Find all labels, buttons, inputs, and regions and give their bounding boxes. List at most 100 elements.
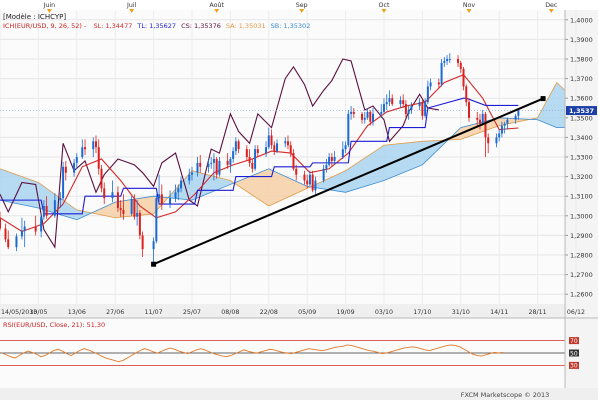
candle-body bbox=[210, 162, 213, 164]
candle-body bbox=[265, 147, 268, 154]
candle-body bbox=[15, 236, 18, 248]
candle-body bbox=[188, 174, 191, 181]
date-tick-label: 27/06 bbox=[106, 309, 124, 316]
month-marker bbox=[299, 9, 305, 13]
candle-body bbox=[229, 158, 232, 165]
candle-body bbox=[333, 157, 336, 161]
footer-text: FXCM Marketscope © 2013 bbox=[461, 391, 550, 399]
trendline-end-handle bbox=[540, 96, 546, 102]
candle-body bbox=[136, 212, 139, 217]
month-marker bbox=[214, 9, 220, 13]
candle-body bbox=[42, 206, 45, 217]
candle-body bbox=[0, 218, 1, 229]
cloud-segment bbox=[383, 141, 423, 181]
candle-body bbox=[487, 137, 490, 144]
candle-body bbox=[45, 206, 48, 216]
month-axis: Juin Juil Août Sep Oct Nov Dec bbox=[43, 1, 558, 13]
candle-body bbox=[276, 143, 279, 152]
trendline[interactable] bbox=[151, 96, 546, 267]
candle-body bbox=[245, 149, 248, 157]
date-tick-label: 14/11 bbox=[490, 309, 508, 316]
candles bbox=[0, 53, 520, 263]
candle-body bbox=[311, 174, 314, 191]
candle-body bbox=[34, 226, 37, 232]
rsi-line bbox=[1, 344, 504, 363]
candle-body bbox=[424, 102, 427, 116]
indicator-legend-title: ICH(EUR/USD, 9, 26, 52) - bbox=[3, 22, 87, 30]
candle-body bbox=[495, 137, 498, 144]
date-tick-label: 11/07 bbox=[145, 309, 163, 316]
date-tick-label: 25/07 bbox=[183, 309, 201, 316]
candle-body bbox=[190, 172, 193, 175]
month-label: Août bbox=[209, 1, 224, 9]
rsi-level-badge bbox=[569, 349, 579, 357]
candle-body bbox=[256, 149, 259, 154]
candle-body bbox=[284, 141, 287, 144]
rsi-panel: 70 50 30 bbox=[0, 337, 579, 370]
candle-body bbox=[478, 119, 481, 124]
price-tick-label: 1,2800 bbox=[570, 252, 593, 260]
price-tick-label: 1,4000 bbox=[570, 16, 593, 24]
candle-body bbox=[23, 226, 26, 231]
candle-body bbox=[116, 192, 119, 208]
date-axis-area bbox=[0, 304, 565, 318]
candle-body bbox=[380, 111, 383, 114]
candle-body bbox=[385, 102, 388, 105]
candle-body bbox=[232, 151, 235, 159]
indicator-value-label: SA: 1,35031 bbox=[226, 22, 266, 30]
date-tick-label: 31/10 bbox=[452, 309, 470, 316]
cloud-segment bbox=[38, 182, 77, 220]
candle-body bbox=[215, 158, 218, 175]
candle-body bbox=[62, 166, 65, 199]
candle-body bbox=[481, 113, 484, 124]
candle-body bbox=[372, 113, 375, 122]
candle-body bbox=[330, 157, 333, 161]
candle-body bbox=[289, 145, 292, 154]
price-tick-label: 1,3500 bbox=[570, 114, 593, 122]
month-marker bbox=[466, 9, 472, 13]
candle-body bbox=[506, 119, 509, 124]
rsi-level-label: 50 bbox=[570, 350, 578, 357]
candle-body bbox=[75, 157, 78, 163]
candle-body bbox=[295, 168, 298, 175]
candle-body bbox=[84, 147, 87, 150]
month-label: Dec bbox=[545, 2, 558, 9]
candle-body bbox=[325, 164, 328, 169]
month-marker bbox=[129, 9, 135, 13]
candle-body bbox=[212, 158, 215, 163]
indicator-value-label: SB: 1,35302 bbox=[271, 22, 311, 30]
candle-body bbox=[363, 117, 366, 120]
price-axis-area bbox=[565, 10, 598, 318]
rsi-level-label: 70 bbox=[570, 338, 578, 345]
candle-body bbox=[138, 212, 141, 236]
candle-body bbox=[341, 149, 344, 157]
price-tick-label: 1,3200 bbox=[570, 173, 593, 181]
candle-body bbox=[352, 111, 355, 114]
candle-body bbox=[468, 102, 471, 118]
price-tick-label: 1,3000 bbox=[570, 212, 593, 220]
candle-body bbox=[292, 153, 295, 169]
candle-body bbox=[517, 110, 520, 116]
date-tick-label: 06/12 bbox=[567, 309, 585, 316]
candle-body bbox=[388, 98, 391, 103]
candle-body bbox=[92, 141, 95, 150]
candle-body bbox=[40, 216, 43, 232]
price-tick-label: 1,3700 bbox=[570, 75, 593, 83]
candle-body bbox=[273, 145, 276, 152]
trendline-start-handle bbox=[151, 261, 157, 267]
date-tick-label: 13/06 bbox=[68, 309, 86, 316]
date-tick-label: 08/08 bbox=[221, 309, 239, 316]
candle-body bbox=[94, 141, 97, 148]
date-tick-label: 05/09 bbox=[298, 309, 316, 316]
price-tick-label: 1,3800 bbox=[570, 56, 593, 64]
candle-body bbox=[306, 180, 309, 185]
price-tick-label: 1,2600 bbox=[570, 291, 593, 299]
candle-body bbox=[459, 62, 462, 69]
price-tick-label: 1,3400 bbox=[570, 134, 593, 142]
candle-body bbox=[421, 102, 424, 116]
candle-body bbox=[234, 141, 237, 152]
candle-body bbox=[81, 147, 84, 157]
indicator-value-label: CS: 1,35376 bbox=[181, 22, 221, 30]
candle-body bbox=[503, 123, 506, 126]
date-tick-label: 22/08 bbox=[260, 309, 278, 316]
